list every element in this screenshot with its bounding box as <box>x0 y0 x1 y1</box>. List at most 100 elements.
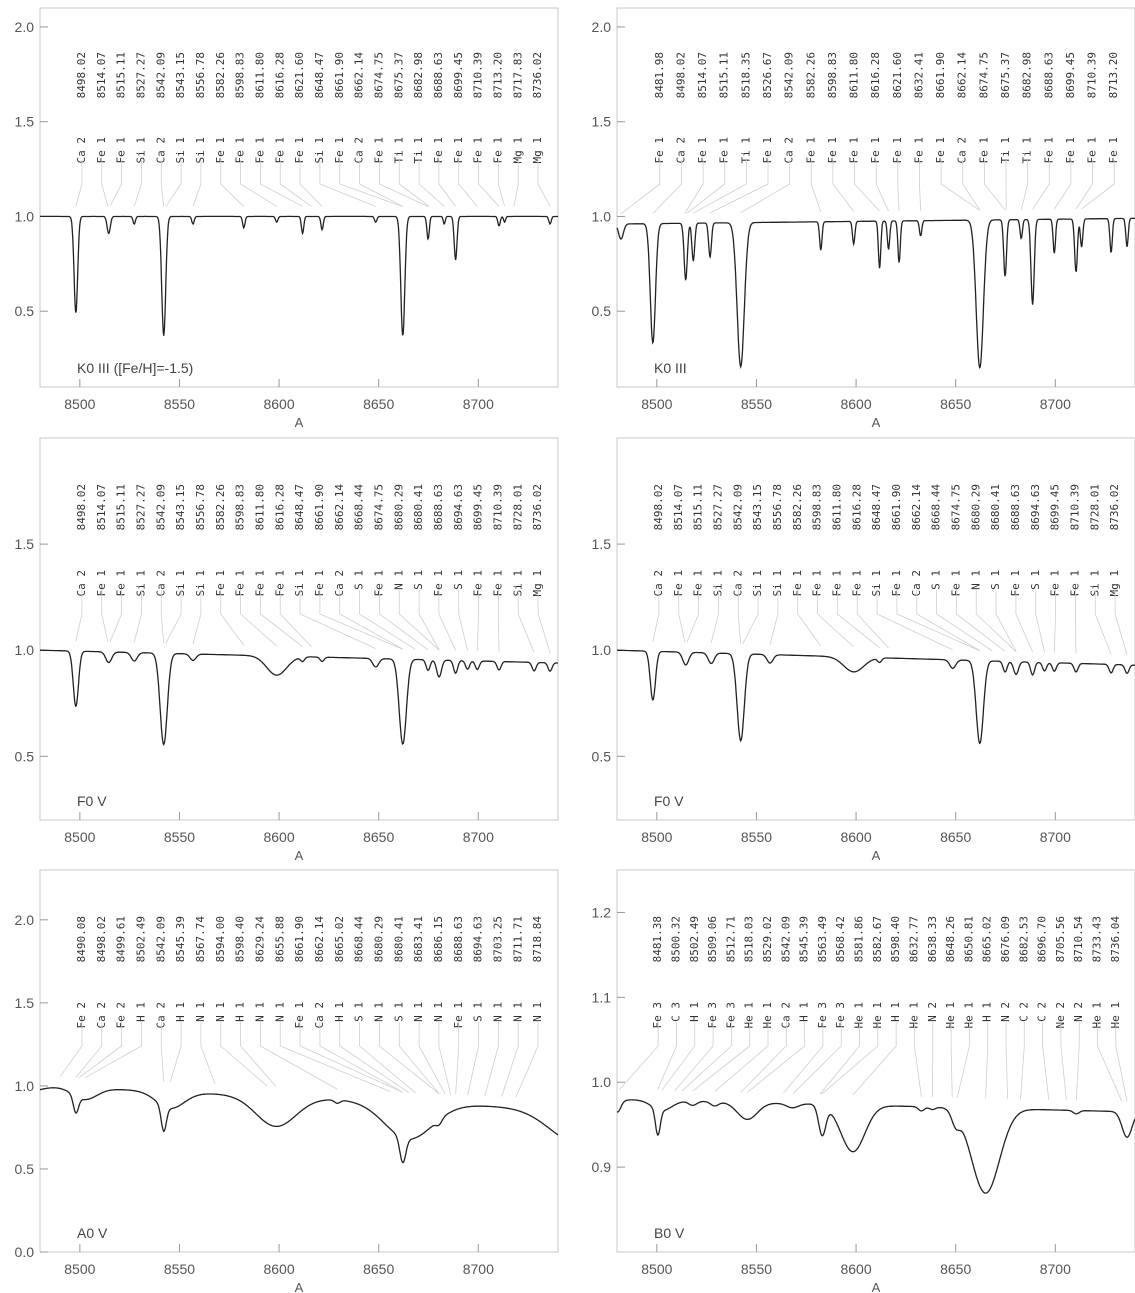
line-id-element: S 1 <box>1029 570 1042 590</box>
line-id-wavelength: 8661.90 <box>890 484 903 530</box>
line-id-element: S 1 <box>472 1002 485 1022</box>
x-tick-label: 8600 <box>840 1261 871 1277</box>
line-id-marker <box>783 1022 824 1094</box>
line-id-element: Fe 1 <box>811 570 824 597</box>
line-id-marker <box>914 1022 922 1097</box>
line-id-wavelength: 8736.04 <box>1109 916 1122 963</box>
line-id-wavelength: 8502.49 <box>134 916 147 962</box>
line-id-wavelength: 8526.67 <box>761 52 774 98</box>
line-id-marker <box>537 160 551 207</box>
line-id-element: N 1 <box>194 1002 207 1022</box>
x-axis-label: A <box>295 415 304 430</box>
line-id-wavelength: 8527.27 <box>134 484 147 530</box>
line-id-marker <box>299 1022 403 1093</box>
line-id-element: N 1 <box>511 1002 524 1022</box>
line-id-marker <box>769 590 779 645</box>
line-id-wavelength: 8490.08 <box>75 916 88 962</box>
line-id-wavelength: 8582.26 <box>214 484 227 530</box>
line-id-wavelength: 8556.78 <box>771 484 784 530</box>
line-id-marker <box>398 590 440 651</box>
line-id-marker <box>260 1022 338 1090</box>
line-id-element: Fe 1 <box>491 137 504 164</box>
line-id-marker <box>109 590 122 643</box>
line-id-element: H 1 <box>134 1002 147 1022</box>
line-id-marker <box>1053 590 1056 653</box>
line-id-marker <box>678 590 686 643</box>
line-id-element: Si 1 <box>313 137 326 164</box>
line-id-wavelength: 8500.32 <box>669 916 682 962</box>
x-tick-label: 8700 <box>463 396 494 412</box>
line-id-marker <box>742 590 759 645</box>
line-id-wavelength: 8598.83 <box>234 52 247 98</box>
y-tick-label: 1.5 <box>15 114 35 130</box>
line-id-element: He 1 <box>743 1002 756 1029</box>
spectrum-line <box>39 1087 559 1164</box>
line-id-element: Si 1 <box>711 570 724 597</box>
line-id-marker <box>200 1022 216 1084</box>
line-id-element: Fe 1 <box>273 137 286 164</box>
line-id-element: S 1 <box>930 570 943 590</box>
line-id-marker <box>260 160 303 207</box>
line-id-wavelength: 8710.39 <box>472 52 485 98</box>
line-id-wavelength: 8686.15 <box>432 916 445 962</box>
line-id-marker <box>240 1022 277 1087</box>
line-id-element: Si 1 <box>194 570 207 597</box>
line-id-marker <box>501 1022 519 1097</box>
spectrum-line <box>40 649 558 747</box>
line-id-element: Fe 1 <box>1009 570 1022 597</box>
line-id-marker <box>240 160 277 207</box>
x-tick-label: 8650 <box>363 396 394 412</box>
line-id-marker <box>458 590 468 651</box>
line-id-marker <box>379 1022 440 1095</box>
line-id-wavelength: 8581.86 <box>853 916 866 962</box>
line-id-wavelength: 8705.56 <box>1054 916 1067 962</box>
line-id-marker <box>339 1022 409 1093</box>
chart-panel-top-left: 0.5 1.0 1.5 2.0 8500 8550 8600 8650 8700 A K0 III … <box>15 7 559 430</box>
line-id-element: Ca 2 <box>154 570 167 597</box>
line-id-marker <box>684 160 704 214</box>
line-id-element: Si 1 <box>870 570 883 597</box>
line-id-marker <box>1005 1022 1009 1099</box>
line-id-element: Fe 1 <box>214 137 227 164</box>
line-id-marker <box>693 160 747 214</box>
x-axis-label: A <box>872 415 881 430</box>
line-id-wavelength: 8665.02 <box>981 916 994 962</box>
line-id-marker <box>299 160 323 207</box>
line-id-wavelength: 8736.02 <box>531 52 544 98</box>
line-id-element: Si 1 <box>511 570 524 597</box>
line-id-marker <box>995 590 1017 652</box>
line-id-marker <box>1097 1022 1123 1102</box>
line-id-wavelength: 8616.28 <box>869 52 882 98</box>
x-tick-label: 8550 <box>164 396 195 412</box>
line-id-wavelength: 8621.60 <box>891 52 904 98</box>
line-id-wavelength: 8674.75 <box>949 484 962 530</box>
line-id-wavelength: 8688.63 <box>432 52 445 98</box>
line-id-wavelength: 8518.35 <box>739 52 752 98</box>
line-id-marker <box>852 1022 897 1096</box>
line-id-marker <box>1114 590 1128 655</box>
line-id-wavelength: 8713.20 <box>1107 52 1120 98</box>
line-id-marker <box>101 160 109 207</box>
y-tick-label: 1.2 <box>592 904 612 920</box>
line-id-element: N 1 <box>412 1002 425 1022</box>
line-id-element: Fe 1 <box>848 137 861 164</box>
line-id-marker <box>1015 590 1034 653</box>
line-id-element: Fe 1 <box>253 137 266 164</box>
line-id-element: N 1 <box>372 1002 385 1022</box>
line-id-element: Ca 2 <box>333 570 346 597</box>
line-id-wavelength: 8515.11 <box>692 484 705 530</box>
line-id-element: Fe 1 <box>1064 137 1077 164</box>
line-id-wavelength: 8545.39 <box>798 916 811 962</box>
line-id-wavelength: 8661.90 <box>293 916 306 962</box>
line-id-element: S 1 <box>452 570 465 590</box>
line-id-element: Ti 1 <box>412 137 425 164</box>
line-id-marker <box>220 160 245 207</box>
line-id-marker <box>379 160 429 207</box>
line-id-wavelength: 8545.39 <box>174 916 187 962</box>
line-id-marker <box>476 590 479 651</box>
line-id-element: Fe 1 <box>977 137 990 164</box>
line-id-marker <box>339 590 404 650</box>
line-id-wavelength: 8582.26 <box>804 52 817 98</box>
line-id-wavelength: 8611.80 <box>830 484 843 530</box>
line-id-wavelength: 8680.41 <box>989 484 1002 530</box>
